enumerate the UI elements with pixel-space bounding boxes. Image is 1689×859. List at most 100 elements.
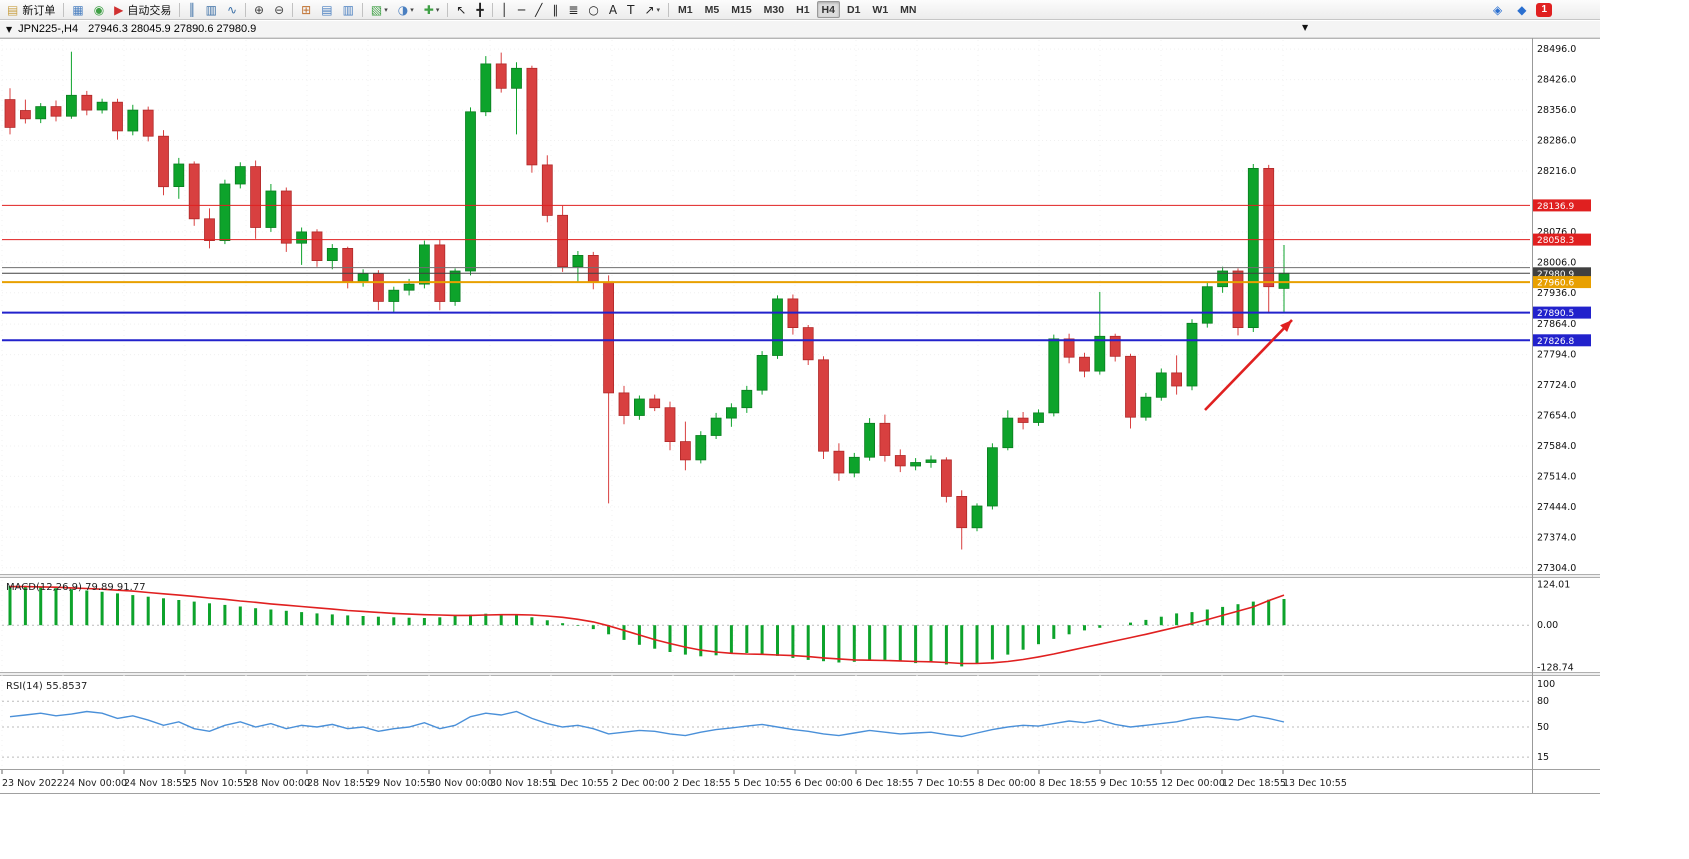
timeframe-w1-button[interactable]: W1 [872,3,889,16]
notifications-button[interactable]: ◆ [1513,1,1530,18]
timeframe-m30-button[interactable]: M30 [763,3,785,16]
candle [50,106,62,117]
candle [449,270,461,302]
svg-text:12 Dec 18:55: 12 Dec 18:55 [1222,778,1286,789]
candle [1125,355,1136,418]
candle [894,455,906,467]
candle [1063,338,1075,358]
price-tag-28136.9: 28136.9 [1533,199,1591,212]
arrows-tool-button[interactable]: ↗ ▾ [640,1,664,18]
svg-text:28426.0: 28426.0 [1537,75,1576,86]
svg-text:27584.0: 27584.0 [1537,441,1576,452]
timeframe-mn-button[interactable]: MN [900,3,917,16]
shapes-tool-button[interactable]: ○ [584,1,602,18]
arrange-horizontal-icon: ▤ [321,2,333,17]
toolbar-separator [245,2,247,17]
zoom-in-button[interactable]: ⊕ [250,1,268,18]
tile-windows-button[interactable]: ⊞ [297,1,315,18]
candle [879,422,891,456]
candle [726,407,737,419]
timeframe-m5-button[interactable]: M5 [704,3,720,16]
bar-chart-mode-button[interactable]: ║ [184,1,199,18]
text-label-tool-button[interactable]: T [623,1,638,18]
autotrading-button[interactable]: ▶ 自动交易 [110,1,175,18]
search-icon: ◈ [1492,2,1503,17]
candle [35,106,47,120]
indicators-button[interactable]: ✚ ▾ [420,1,444,18]
svg-text:8 Dec 00:00: 8 Dec 00:00 [978,778,1036,789]
ellipse-icon: ○ [588,2,599,17]
fibonacci-tool-button[interactable]: ≣ [564,1,582,18]
panel-splitter[interactable] [0,574,1600,578]
candle [1171,372,1182,387]
crosshair-button[interactable]: ╋ [472,1,487,18]
text-label-icon: T [627,2,635,17]
new-order-button[interactable]: ▤ 新订单 [3,1,59,18]
svg-text:30 Nov 00:00: 30 Nov 00:00 [429,778,493,789]
chart-title: JPN225-,H4 [18,23,79,35]
candle [941,459,952,497]
timeframe-h1-button[interactable]: H1 [796,3,810,16]
chart-dropdown-caret-icon[interactable]: ▼ [1302,23,1309,32]
candle [649,398,661,409]
autotrading-label: 自动交易 [127,4,172,17]
candle [480,63,492,113]
arrange-horizontal-button[interactable]: ▤ [317,1,336,18]
candle [618,392,630,416]
horizontal-line-tool-button[interactable]: ─ [514,1,529,18]
bar-chart-icon: ║ [188,2,196,17]
toolbar-separator [63,2,65,17]
svg-text:27980.9: 27980.9 [1537,270,1574,280]
timeframe-m1-button[interactable]: M1 [678,3,693,16]
chevron-down-icon: ▾ [656,5,661,14]
candlestick-icon: ▥ [205,2,217,17]
vertical-line-tool-button[interactable]: │ [497,1,512,18]
candle [1140,396,1152,418]
text-tool-button[interactable]: A [605,1,621,18]
chart-canvas[interactable]: 28496.0 28426.0 28356.0 28286.0 28216.0 28076… [0,0,1600,800]
cursor-button[interactable]: ↖ [452,1,470,18]
panel-splitter[interactable] [0,672,1600,676]
candle [864,422,875,458]
alerts-badge[interactable]: 1 [1536,2,1552,17]
chart-menu-caret-icon[interactable]: ▼ [6,24,13,34]
candle [4,99,16,128]
vertical-line-icon: │ [500,2,508,17]
trend-arrow[interactable] [1204,319,1293,411]
candle [557,214,568,268]
timeframe-h4-button[interactable]: H4 [816,1,840,18]
arrow-icon: ↗ [644,2,655,17]
candle [848,456,860,474]
candle [188,163,200,220]
candle [66,94,77,117]
toolbar: ▤ 新订单 ▦ ◉ ▶ 自动交易 ║ ▥ ∿ ⊕ ⊖ ⊞ ▤ ▥ ▧ ▾ ◑ ▾ ✚ ▾ ↖ ╋ │ ─ ╱ ∥ ≣ ○ A T ↗ ▾ M1 M… [0,0,1600,20]
svg-text:27444.0: 27444.0 [1537,502,1576,513]
line-chart-mode-button[interactable]: ∿ [223,1,241,18]
candle [388,289,400,302]
new-chart-button[interactable]: ▧ ▾ [367,1,392,18]
profiles-button[interactable]: ◑ ▾ [394,1,418,18]
candle [971,505,983,529]
candle [1094,335,1106,372]
trendline-tool-button[interactable]: ╱ [531,1,546,18]
svg-text:-128.74: -128.74 [1537,662,1574,673]
candle [741,389,753,409]
cursor-icon: ↖ [456,2,467,17]
candle [802,327,814,361]
svg-text:9 Dec 10:55: 9 Dec 10:55 [1100,778,1158,789]
timeframe-d1-button[interactable]: D1 [846,3,861,16]
fibonacci-icon: ≣ [568,2,579,17]
candle [818,359,829,452]
candle [311,231,323,261]
svg-text:27794.0: 27794.0 [1537,350,1576,361]
navigator-button[interactable]: ◉ [90,1,108,18]
community-search-button[interactable]: ◈ [1489,1,1506,18]
arrange-vertical-button[interactable]: ▥ [339,1,358,18]
svg-text:28216.0: 28216.0 [1537,166,1576,177]
candlestick-mode-button[interactable]: ▥ [202,1,221,18]
market-watch-button[interactable]: ▦ [68,1,87,18]
zoom-out-button[interactable]: ⊖ [270,1,288,18]
timeframe-m15-button[interactable]: M15 [731,3,752,16]
candle [296,231,308,244]
channel-tool-button[interactable]: ∥ [548,1,562,18]
